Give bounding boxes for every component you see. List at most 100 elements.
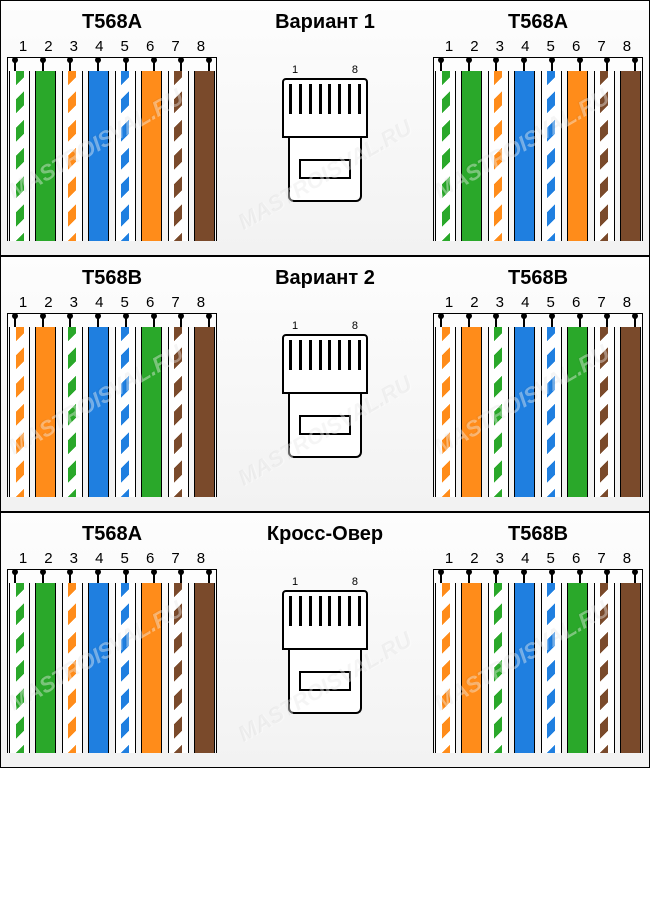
pin-lead	[468, 573, 470, 583]
wire	[514, 71, 535, 241]
pinout-t568a: T568A12345678MASTROISVAL.RU	[433, 11, 643, 241]
pin-lead	[440, 61, 442, 71]
pin-number: 3	[64, 294, 84, 311]
wire	[168, 71, 189, 241]
pin-number: 2	[464, 294, 484, 311]
wire	[435, 327, 456, 497]
wire	[141, 583, 162, 753]
wire	[62, 583, 83, 753]
wire	[461, 583, 482, 753]
pin-number: 5	[115, 550, 135, 567]
wire	[594, 71, 615, 241]
panel-center: Вариант 218MASTROISVAL.RU	[225, 267, 425, 444]
wire-stripe	[600, 583, 608, 753]
pin-number: 5	[115, 38, 135, 55]
pin-lead	[208, 317, 210, 327]
wire-stripe	[547, 71, 555, 241]
connector-pin	[309, 596, 312, 626]
wire	[9, 583, 30, 753]
pin-number: 4	[515, 294, 535, 311]
panel-title: Кросс-Овер	[225, 523, 425, 546]
pin-lead	[579, 317, 581, 327]
pin-number: 1	[439, 38, 459, 55]
wire	[567, 327, 588, 497]
pin-lead	[208, 573, 210, 583]
wire	[88, 583, 109, 753]
pin-lead	[125, 317, 127, 327]
wiring-panel: T568A12345678MASTROISVAL.RUКросс-Овер18M…	[0, 512, 650, 768]
wire	[541, 583, 562, 753]
connector-label-left: 1	[292, 64, 298, 76]
connector-pin	[299, 596, 302, 626]
pin-lead	[523, 573, 525, 583]
pin-number: 3	[490, 550, 510, 567]
wire-stripe	[494, 583, 502, 753]
pin-number: 5	[541, 294, 561, 311]
rj45-connector-icon: 18	[282, 576, 368, 714]
pin-lead	[125, 573, 127, 583]
wire-stripe	[442, 71, 450, 241]
pin-lead	[634, 317, 636, 327]
connector-pin-labels: 18	[282, 320, 368, 334]
wire-stripe	[16, 327, 24, 497]
wire	[435, 71, 456, 241]
pin-lead	[153, 317, 155, 327]
pin-number: 4	[515, 550, 535, 567]
pin-head	[7, 313, 217, 327]
wire	[9, 327, 30, 497]
pin-lead	[440, 573, 442, 583]
pin-numbers: 12345678	[7, 550, 217, 567]
pin-lead	[579, 61, 581, 71]
wire	[461, 327, 482, 497]
pin-number: 3	[64, 38, 84, 55]
wire-stripe	[16, 583, 24, 753]
wire-group	[7, 71, 217, 241]
pin-number: 6	[140, 294, 160, 311]
pin-lead	[495, 573, 497, 583]
pin-lead	[634, 61, 636, 71]
pin-lead	[97, 573, 99, 583]
pin-lead	[97, 317, 99, 327]
wire-stripe	[16, 71, 24, 241]
diagram-root: T568A12345678MASTROISVAL.RUВариант 118MA…	[0, 0, 650, 768]
pin-number: 6	[140, 38, 160, 55]
panel-center: Кросс-Овер18MASTROISVAL.RU	[225, 523, 425, 700]
wire	[567, 583, 588, 753]
pin-number: 8	[617, 38, 637, 55]
connector-pin	[319, 596, 322, 626]
pin-lead	[468, 317, 470, 327]
wire	[168, 583, 189, 753]
pin-number: 6	[566, 294, 586, 311]
wire	[62, 327, 83, 497]
pinout-title: T568A	[7, 523, 217, 546]
pin-numbers: 12345678	[433, 294, 643, 311]
wire	[194, 583, 215, 753]
connector-label-right: 8	[352, 320, 358, 332]
pin-numbers: 12345678	[7, 294, 217, 311]
pin-number: 3	[490, 294, 510, 311]
pin-number: 4	[89, 38, 109, 55]
pinout-t568b: T568B12345678MASTROISVAL.RU	[433, 523, 643, 753]
pin-number: 4	[89, 294, 109, 311]
wire-stripe	[174, 583, 182, 753]
pin-number: 7	[166, 550, 186, 567]
connector-pin	[309, 340, 312, 370]
wire	[9, 71, 30, 241]
wiring-panel: T568B12345678MASTROISVAL.RUВариант 218MA…	[0, 256, 650, 512]
pin-number: 2	[464, 38, 484, 55]
pin-number: 6	[566, 550, 586, 567]
wire-stripe	[174, 71, 182, 241]
wire	[115, 583, 136, 753]
pin-head	[7, 569, 217, 583]
pin-number: 7	[592, 294, 612, 311]
wire	[141, 71, 162, 241]
pin-number: 6	[566, 38, 586, 55]
connector-pin	[289, 596, 292, 626]
pin-lead	[125, 61, 127, 71]
connector-head	[282, 590, 368, 650]
pin-numbers: 12345678	[433, 38, 643, 55]
wire	[620, 583, 641, 753]
pin-lead	[634, 573, 636, 583]
pin-lead	[69, 317, 71, 327]
wire	[435, 583, 456, 753]
